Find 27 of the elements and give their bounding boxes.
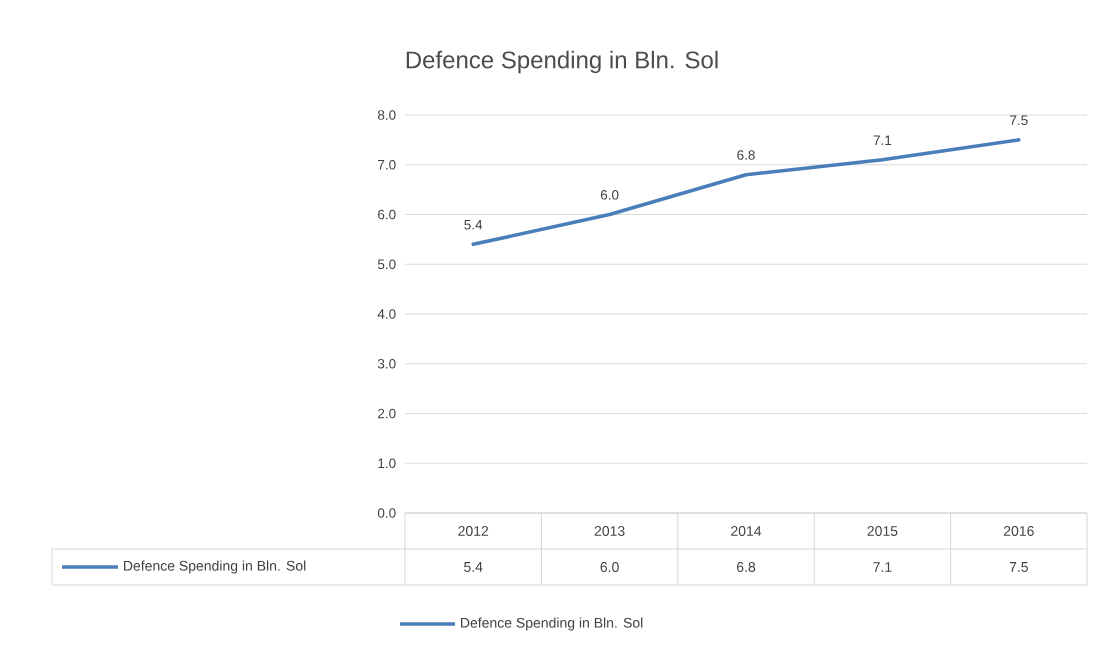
text: 7.5 <box>1010 115 1028 125</box>
y-tick-label: 2.0 <box>378 408 396 419</box>
data-label: 7.5 <box>1009 562 1028 572</box>
text: 7.1 <box>873 135 892 145</box>
y-tick-label: 3.0 <box>377 358 396 369</box>
text: 6.0 <box>600 190 619 200</box>
y-tick-label: 6.0 <box>378 209 396 220</box>
data-label: 7.1 <box>873 562 892 572</box>
y-tick-label: 8.0 <box>377 110 396 120</box>
x-tick-label: 2013 <box>594 526 625 536</box>
data-label: 6.8 <box>736 562 756 572</box>
text: 5.4 <box>464 220 483 230</box>
y-tick-label: 1.0 <box>378 458 396 469</box>
y-tick-label: 4.0 <box>377 309 396 319</box>
chart-title: Defence Spending in Bln. Sol <box>406 50 718 74</box>
text: Defence Spending in Bln. Sol <box>461 617 643 631</box>
y-tick-label: 7.0 <box>378 159 396 170</box>
text: 6.8 <box>737 150 755 160</box>
y-tick-label: 0.0 <box>377 508 396 518</box>
x-tick-label: 2014 <box>731 526 762 536</box>
y-tick-label: 5.0 <box>377 259 396 270</box>
data-label: 6.0 <box>600 562 619 572</box>
x-tick-label: 2012 <box>458 526 489 536</box>
x-tick-label: 2015 <box>867 526 898 536</box>
x-tick-label: 2016 <box>1003 526 1034 536</box>
legend-label: Defence Spending in Bln. Sol <box>124 560 306 574</box>
data-label: 5.4 <box>464 562 483 572</box>
